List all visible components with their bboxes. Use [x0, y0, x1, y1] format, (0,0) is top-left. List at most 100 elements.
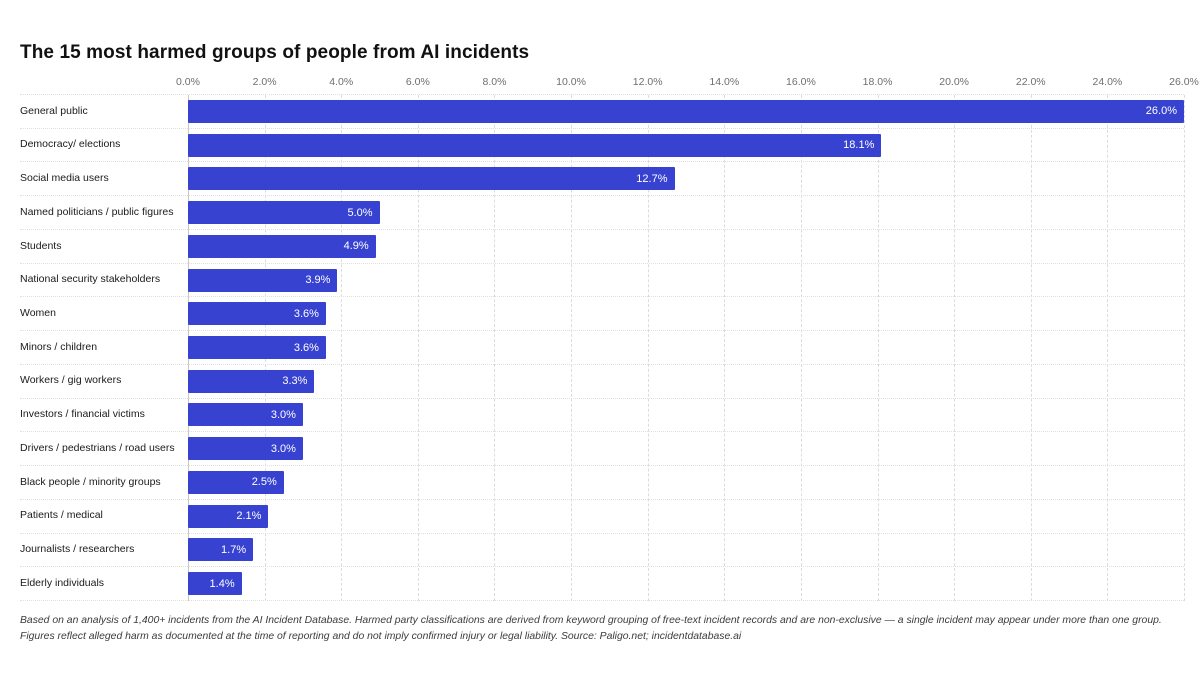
category-label: Investors / financial victims: [20, 408, 145, 421]
category-label: Elderly individuals: [20, 576, 105, 589]
chart-row: Black people / minority groups 2.5%: [20, 466, 1184, 500]
x-tick-label: 2.0%: [252, 76, 277, 88]
bar-value-label: 12.7%: [636, 172, 668, 185]
bar-value-label: 3.6%: [293, 307, 319, 320]
bar: 3.3%: [188, 369, 315, 393]
bar: 26.0%: [188, 99, 1184, 123]
row-plot: 4.9%: [188, 230, 1184, 263]
gridline: [571, 95, 573, 601]
category-label: Named politicians / public figures: [20, 205, 174, 218]
chart-row: Named politicians / public figures 5.0%: [20, 196, 1184, 230]
category-label: Women: [20, 307, 56, 319]
bar: 2.1%: [188, 504, 269, 528]
chart-row: Patients / medical 2.1%: [20, 500, 1184, 534]
x-tick-label: 12.0%: [632, 76, 663, 88]
bar: 3.0%: [188, 437, 303, 461]
gridline: [647, 95, 649, 601]
bar: 12.7%: [188, 167, 675, 191]
row-plot: 3.6%: [188, 297, 1184, 330]
category-label: General public: [20, 104, 88, 117]
bar-value-label: 4.9%: [343, 240, 369, 253]
footnote-line-1: Based on an analysis of 1,400+ incidents…: [20, 615, 1162, 626]
bar: 3.6%: [188, 302, 326, 326]
bar: 1.7%: [188, 538, 254, 562]
footnote-line-2: Figures reflect alleged harm as document…: [20, 631, 742, 643]
category-label: Social media users: [20, 172, 109, 185]
chart-row: General public 26.0%: [20, 95, 1184, 129]
category-label: Journalists / researchers: [20, 543, 135, 556]
row-plot: 3.9%: [188, 264, 1184, 297]
chart-row: National security stakeholders 3.9%: [20, 264, 1184, 298]
bar-value-label: 2.5%: [251, 476, 277, 489]
bar-value-label: 3.0%: [270, 408, 296, 421]
chart-row: Minors / children 3.6%: [20, 331, 1184, 365]
chart: 0.0% 2.0% 4.0% 6.0% 8.0% 10.0% 12.0% 14.0% 16.0%…: [20, 72, 1199, 602]
x-tick-label: 8.0%: [482, 76, 507, 88]
x-tick-label: 20.0%: [939, 76, 970, 88]
gridline: [1184, 95, 1185, 601]
gridline: [877, 95, 879, 601]
category-label: Drivers / pedestrians / road users: [20, 441, 175, 454]
row-plot: 3.0%: [188, 399, 1184, 432]
x-tick-label: 4.0%: [329, 76, 354, 88]
chart-row: Women 3.6%: [20, 297, 1184, 332]
bar-value-label: 3.6%: [293, 341, 319, 354]
bar-value-label: 1.7%: [221, 543, 247, 556]
x-tick-label: 10.0%: [556, 76, 586, 88]
x-tick-label: 0.0%: [176, 76, 200, 88]
row-plot: 26.0%: [188, 95, 1184, 128]
x-tick-label: 24.0%: [1092, 76, 1123, 88]
category-label: Patients / medical: [20, 509, 103, 522]
row-plot: 18.1%: [188, 129, 1184, 162]
row-plot: 12.7%: [188, 162, 1184, 195]
bar: 1.4%: [188, 572, 242, 596]
bar-value-label: 5.0%: [347, 206, 373, 219]
chart-row: Drivers / pedestrians / road users 3.0%: [20, 432, 1184, 467]
gridline: [417, 95, 419, 601]
bar: 4.9%: [188, 234, 376, 258]
chart-row: Social media users 12.7%: [20, 162, 1184, 197]
chart-row: Elderly individuals 1.4%: [20, 567, 1184, 602]
gridline: [800, 95, 802, 601]
row-plot: 1.7%: [188, 534, 1184, 567]
row-plot: 3.3%: [188, 365, 1184, 398]
footnote: Based on an analysis of 1,400+ incidents…: [20, 613, 1184, 645]
gridline: [341, 95, 343, 601]
category-label: National security stakeholders: [20, 273, 161, 286]
gridlines: [188, 95, 1185, 601]
row-plot: 3.6%: [188, 331, 1184, 364]
chart-row: Journalists / researchers 1.7%: [20, 534, 1184, 568]
bar-value-label: 2.1%: [236, 510, 262, 523]
chart-row: Investors / financial victims 3.0%: [20, 399, 1184, 433]
bar-value-label: 3.0%: [270, 442, 296, 455]
row-plot: 2.5%: [188, 466, 1184, 499]
x-tick-label: 22.0%: [1015, 76, 1046, 88]
bar-value-label: 1.4%: [209, 577, 235, 590]
gridline: [1030, 95, 1032, 601]
chart-row: Democracy/ elections 18.1%: [20, 129, 1184, 163]
category-label: Workers / gig workers: [20, 374, 122, 387]
gridline: [954, 95, 956, 601]
gridline: [1107, 95, 1109, 601]
row-plot: 2.1%: [188, 500, 1184, 533]
bar: 5.0%: [188, 201, 380, 225]
chart-row: Students 4.9%: [20, 230, 1184, 264]
category-label: Students: [20, 239, 62, 252]
x-tick-label: 6.0%: [405, 76, 430, 88]
x-tick-label: 14.0%: [709, 76, 740, 88]
row-plot: 3.0%: [188, 432, 1184, 465]
x-tick-label: 26.0%: [1169, 76, 1199, 88]
bar-value-label: 18.1%: [843, 139, 875, 152]
x-axis: 0.0% 2.0% 4.0% 6.0% 8.0% 10.0% 12.0% 14.0% 16.0%…: [176, 72, 1199, 94]
x-tick-label: 16.0%: [786, 76, 816, 88]
bar-value-label: 3.3%: [282, 375, 308, 388]
chart-body: General public 26.0% Democracy/ elections 1…: [20, 94, 1185, 602]
bar-value-label: 26.0%: [1145, 105, 1177, 118]
x-axis-row: 0.0% 2.0% 4.0% 6.0% 8.0% 10.0% 12.0% 14.0% 16.0%…: [20, 72, 1199, 94]
chart-row: Workers / gig workers 3.3%: [20, 365, 1184, 399]
row-plot: 5.0%: [188, 196, 1184, 229]
page-title: The 15 most harmed groups of people from…: [20, 42, 530, 63]
category-label: Black people / minority groups: [20, 475, 161, 488]
x-tick-label: 18.0%: [862, 76, 893, 88]
